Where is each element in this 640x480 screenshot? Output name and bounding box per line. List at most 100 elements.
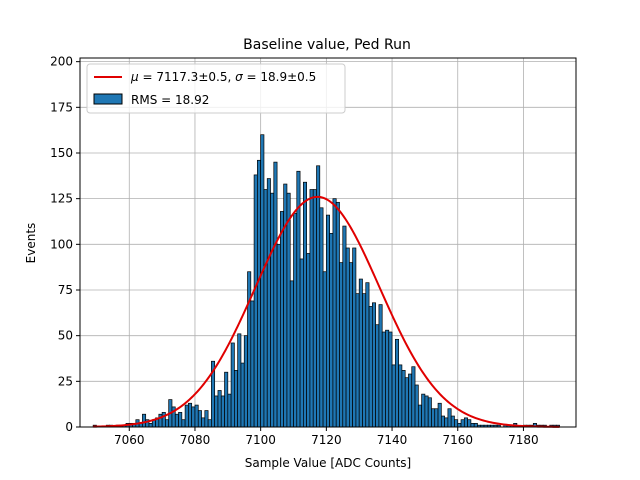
histogram-bar	[335, 201, 340, 428]
histogram-bar	[378, 304, 383, 428]
histogram-bar	[437, 402, 442, 428]
histogram-bar	[240, 362, 245, 428]
legend-sigma-value: = 18.9±0.5	[243, 70, 317, 84]
y-tick-label: 200	[50, 55, 73, 69]
histogram-bar	[444, 417, 449, 428]
histogram-bar	[424, 395, 429, 428]
histogram-bar	[381, 331, 386, 428]
histogram-bar	[408, 373, 413, 428]
histogram-bar	[217, 390, 222, 428]
legend-hist-swatch	[93, 93, 123, 105]
histogram-bar	[365, 282, 370, 428]
histogram-bar	[201, 417, 206, 428]
histogram-bar	[263, 189, 268, 428]
histogram-bar	[375, 324, 380, 428]
histogram-bar	[349, 262, 353, 428]
histogram-bar	[450, 415, 455, 428]
legend-hist-label: RMS = 18.92	[131, 93, 209, 107]
y-axis-label: Events	[24, 223, 38, 264]
histogram-bar	[345, 247, 350, 428]
y-tick-label: 175	[50, 100, 73, 114]
histogram-bar	[253, 174, 258, 428]
histogram-bar	[283, 183, 288, 428]
histogram-bar	[421, 393, 426, 428]
histogram-bar	[371, 302, 376, 428]
histogram-bar	[391, 364, 396, 428]
legend-fit-label: μ = 7117.3±0.5, σ = 18.9±0.5	[130, 70, 316, 84]
y-tick-label: 0	[65, 420, 73, 434]
histogram-bar	[398, 364, 403, 428]
histogram-bar	[355, 293, 360, 428]
histogram-bar	[224, 371, 229, 428]
histogram-bar	[404, 377, 409, 428]
x-tick-label: 7060	[114, 433, 145, 447]
histogram-bar	[299, 258, 304, 428]
histogram-bar	[427, 397, 432, 428]
histogram-bar	[440, 415, 445, 428]
histogram-bar	[326, 214, 330, 428]
histogram-bar	[319, 207, 324, 428]
histogram-bar	[368, 306, 373, 428]
y-tick-label: 100	[50, 237, 73, 251]
x-tick-label: 7160	[442, 433, 473, 447]
histogram-bar	[148, 422, 153, 428]
histogram-bar	[243, 335, 248, 428]
histogram-bar	[178, 412, 183, 428]
histogram-bar	[322, 271, 327, 428]
y-tick-label: 125	[50, 192, 73, 206]
legend-box	[86, 63, 346, 114]
legend-mu-symbol: μ	[130, 70, 139, 84]
y-axis-ticks: 0 25 50 75 100 125 150 175 200	[50, 55, 80, 434]
histogram-bar	[266, 178, 271, 428]
histogram-bar	[230, 342, 235, 428]
histogram-bar	[273, 161, 278, 428]
histogram-bar	[342, 225, 347, 428]
y-tick-label: 150	[50, 146, 73, 160]
histogram-bar	[460, 419, 465, 428]
histogram-bar	[309, 189, 314, 428]
histogram-bar	[417, 404, 422, 428]
x-tick-label: 7180	[508, 433, 539, 447]
legend: μ = 7117.3±0.5, σ = 18.9±0.5 RMS = 18.92	[86, 63, 346, 114]
histogram-bar	[286, 192, 291, 428]
histogram-bar	[306, 253, 311, 428]
histogram-bar	[401, 370, 406, 428]
histogram-bar	[312, 189, 317, 428]
histogram-bar	[227, 393, 232, 428]
histogram-bar	[431, 408, 436, 428]
histogram-bar	[174, 413, 179, 428]
histogram-bar	[237, 333, 242, 428]
y-tick-label: 25	[58, 374, 73, 388]
histogram-bar	[470, 422, 475, 428]
histogram-bar	[204, 410, 209, 428]
x-tick-label: 7120	[311, 433, 342, 447]
legend-sigma-symbol: σ	[235, 70, 243, 84]
histogram-bar	[414, 384, 419, 428]
histogram-bar	[362, 293, 367, 428]
x-tick-label: 7080	[180, 433, 211, 447]
histogram-bar	[447, 408, 452, 428]
chart-title: Baseline value, Ped Run	[243, 37, 411, 53]
plot-frame	[79, 57, 577, 428]
x-tick-label: 7100	[245, 433, 276, 447]
histogram-bar	[161, 412, 166, 428]
grid-lines	[80, 58, 576, 428]
histogram-bar	[142, 413, 147, 428]
histogram-bar	[188, 402, 193, 428]
histogram-bar	[247, 271, 252, 428]
histogram-bar	[289, 280, 294, 428]
x-axis-label: Sample Value [ADC Counts]	[245, 456, 411, 470]
histogram-bar	[276, 243, 281, 428]
histogram-bar	[207, 419, 212, 428]
histogram-bar	[385, 329, 390, 428]
histogram-bar	[332, 198, 337, 428]
histogram-bar	[394, 338, 399, 428]
x-axis-ticks: 7060 7080 7100 7120 7140 7160 7180	[114, 427, 539, 447]
histogram-bar	[316, 165, 321, 428]
x-tick-label: 7140	[377, 433, 408, 447]
histogram-bar	[293, 212, 298, 428]
histogram-bar	[388, 331, 393, 428]
legend-mu-value: = 7117.3±0.5,	[139, 70, 235, 84]
histogram-bar	[260, 134, 265, 428]
